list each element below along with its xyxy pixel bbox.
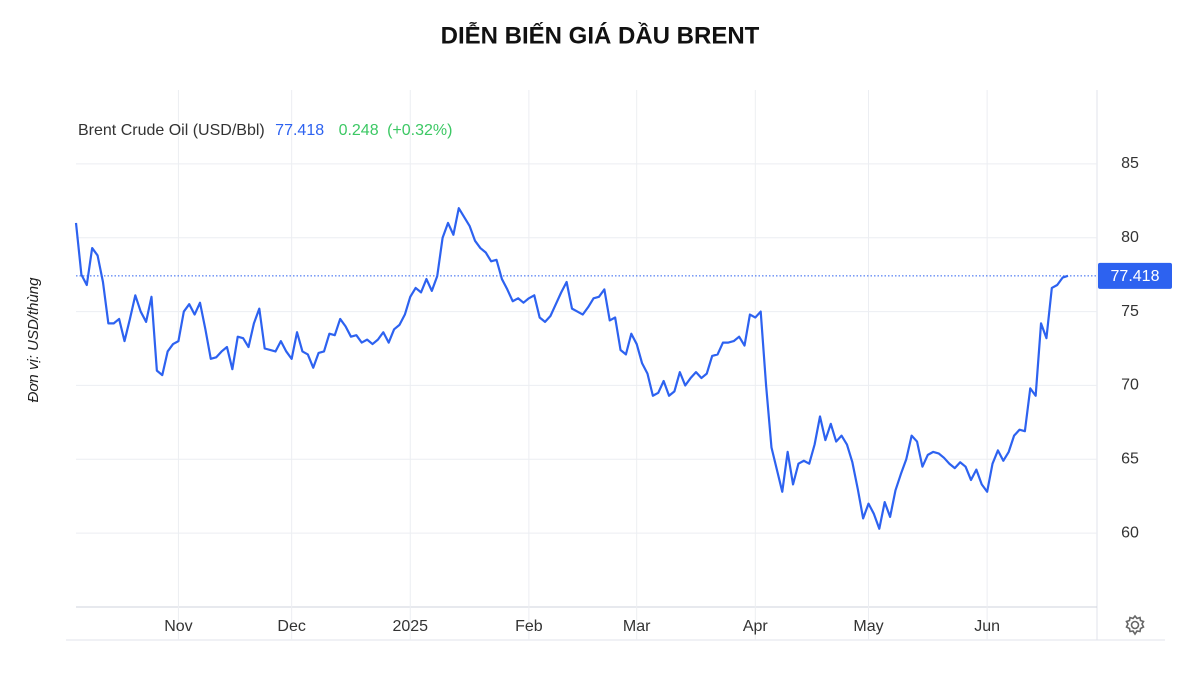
y-tick-label: 85: [1121, 155, 1139, 172]
x-tick-label: Jun: [974, 618, 1000, 635]
x-tick-label: Dec: [277, 618, 305, 635]
x-tick-label: Feb: [515, 618, 543, 635]
grid: [76, 90, 1097, 640]
x-tick-label: Nov: [164, 618, 192, 635]
y-tick-label: 60: [1121, 524, 1139, 541]
settings-icon[interactable]: [1125, 614, 1145, 636]
y-tick-label: 80: [1121, 229, 1139, 246]
chart-title: DIỄN BIẾN GIÁ DẦU BRENT: [441, 20, 760, 49]
price-tag-label: 77.418: [1111, 268, 1160, 285]
x-tick-label: Mar: [623, 618, 651, 635]
change: 0.248: [339, 122, 379, 139]
change-percent: (+0.32%): [387, 122, 452, 139]
y-tick-label: 70: [1121, 377, 1139, 394]
y-tick-label: 75: [1121, 303, 1139, 320]
y-tick-label: 65: [1121, 451, 1139, 468]
x-tick-label: May: [853, 618, 883, 635]
last-value: 77.418: [275, 122, 324, 139]
x-tick-label: Apr: [743, 618, 769, 635]
legend-header: Brent Crude Oil (USD/Bbl) 77.418 0.248 (…: [78, 122, 452, 139]
x-tick-label: 2025: [392, 618, 428, 635]
price-tag: [1098, 262, 1172, 289]
series-name: Brent Crude Oil (USD/Bbl): [78, 122, 265, 139]
price-line: [74, 207, 1069, 530]
y-axis-title: Đơn vị: USD/thùng: [25, 277, 42, 403]
